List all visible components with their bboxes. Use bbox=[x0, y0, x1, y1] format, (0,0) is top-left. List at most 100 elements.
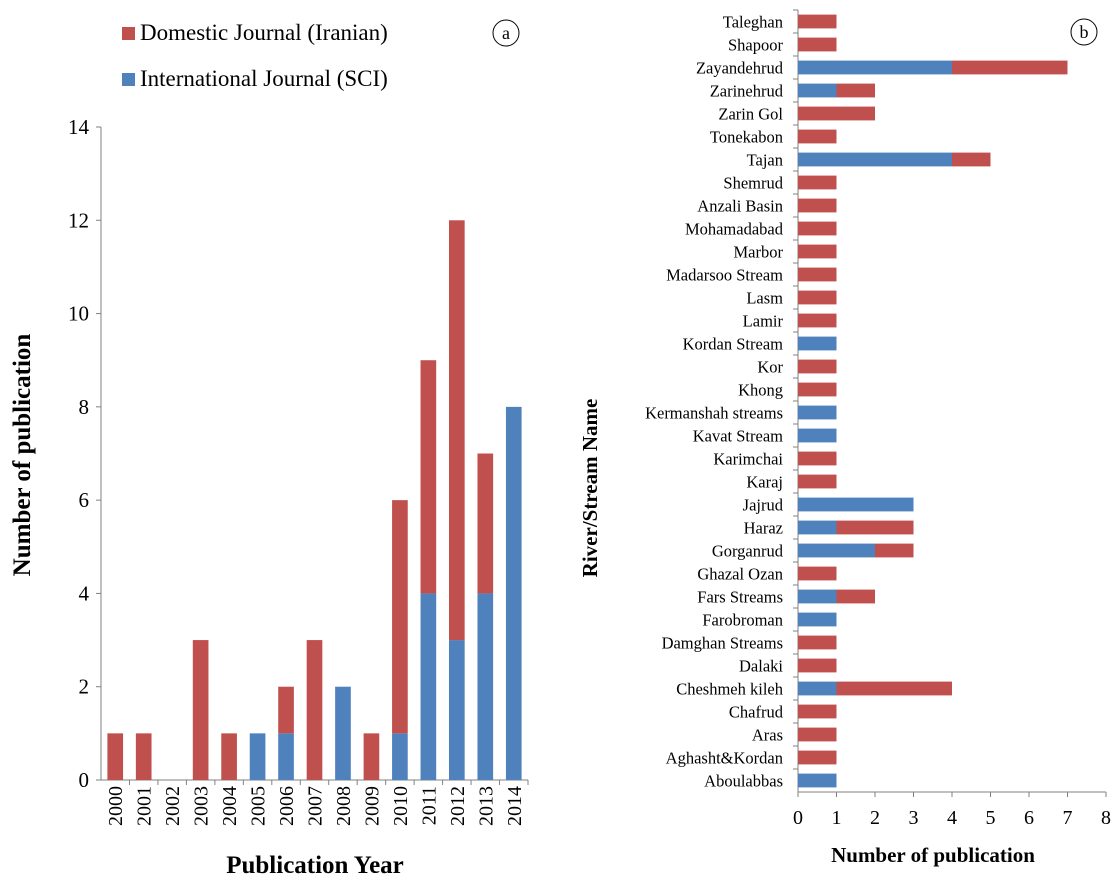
bar-tajan-international bbox=[798, 152, 952, 167]
panel-b-y-tick-label: Khong bbox=[738, 381, 783, 400]
bar-zarin-gol-domestic bbox=[798, 106, 875, 121]
bar-karaj-domestic bbox=[798, 474, 837, 489]
panel-b-y-tick-label: Kor bbox=[757, 358, 783, 377]
panel-b-y-tick-label: Gorganrud bbox=[712, 542, 784, 561]
bar-2003-domestic bbox=[192, 640, 209, 780]
bar-tonekabon-domestic bbox=[798, 129, 837, 144]
bar-2012-international bbox=[449, 640, 465, 780]
panel-b-x-tick-label: 5 bbox=[986, 807, 996, 829]
bar-2013-domestic bbox=[477, 453, 494, 594]
bar-zayandehrud-domestic bbox=[952, 60, 1068, 75]
panel-b-axes bbox=[793, 9, 1107, 797]
bar-2010-domestic bbox=[392, 500, 408, 734]
panel-a-x-tick-label: 2009 bbox=[361, 786, 383, 826]
panel-b-y-tick-label: Zarin Gol bbox=[718, 105, 783, 124]
panel-b-y-tick-label: Lasm bbox=[746, 289, 783, 308]
bar-kavat-stream-international bbox=[798, 428, 837, 443]
legend: Domestic Journal (Iranian) International … bbox=[122, 20, 388, 91]
panel-a-x-tick-label: 2013 bbox=[475, 786, 497, 826]
panel-b-y-tick-label: Madarsoo Stream bbox=[666, 266, 783, 285]
panel-b-y-tick-label: Mohamadabad bbox=[685, 220, 784, 239]
bar-2009-domestic bbox=[363, 733, 380, 780]
panel-b-y-tick-label: Dalaki bbox=[739, 657, 783, 676]
panel-b-x-axis-title: Number of publication bbox=[831, 843, 1035, 867]
bar-mohamadabad-domestic bbox=[798, 221, 837, 236]
bar-2010-international bbox=[392, 733, 408, 780]
panel-a-y-tick-label: 10 bbox=[68, 302, 89, 326]
panel-a-x-tick-label: 2012 bbox=[447, 786, 469, 826]
panel-a-ticks: 0 2 4 6 8 10 12 14 2000 2001 2002 2003 2004 2005 2006 2… bbox=[68, 115, 526, 826]
bar-jajrud-international bbox=[798, 497, 914, 512]
panel-a-chart: a 0 2 4 6 8 10 12 14 2000 2001 2002 2003 2004 2005 200… bbox=[9, 19, 529, 879]
bar-tajan-domestic bbox=[952, 152, 991, 167]
panel-b-y-tick-label: Anzali Basin bbox=[697, 197, 783, 216]
panel-a-x-tick-label: 2005 bbox=[248, 786, 270, 826]
panel-b-x-tick-label: 6 bbox=[1024, 807, 1034, 829]
panel-b-bars bbox=[798, 14, 1068, 788]
panel-a-x-tick-label: 2008 bbox=[333, 786, 355, 826]
panel-b-label-circle bbox=[1070, 18, 1098, 46]
bar-2011-domestic bbox=[420, 360, 437, 594]
panel-a-x-tick-label: 2002 bbox=[162, 786, 184, 826]
panel-b-y-tick-label: Fars Streams bbox=[697, 588, 783, 607]
bar-haraz-domestic bbox=[836, 520, 914, 535]
panel-b-label: b bbox=[1080, 22, 1089, 42]
bar-khong-domestic bbox=[798, 382, 837, 397]
panel-b-x-tick-label: 4 bbox=[947, 807, 957, 829]
bar-2014-international bbox=[505, 406, 522, 780]
panel-b-y-tick-label: Kermanshah streams bbox=[645, 404, 783, 423]
panel-b-y-tick-label: Tajan bbox=[747, 151, 783, 170]
bar-2006-domestic bbox=[278, 686, 294, 734]
panel-a-y-axis-title: Number of publication bbox=[9, 334, 36, 577]
panel-a-x-tick-label: 2006 bbox=[276, 786, 298, 826]
bar-shemrud-domestic bbox=[798, 175, 837, 190]
panel-a-x-tick-label: 2001 bbox=[134, 786, 156, 826]
panel-b-y-tick-label: Cheshmeh kileh bbox=[676, 680, 784, 699]
panel-b-y-tick-label: Farobroman bbox=[702, 611, 783, 630]
bar-cheshmeh-kileh-domestic bbox=[836, 681, 952, 696]
bar-farobroman-international bbox=[798, 612, 837, 627]
bar-shapoor-domestic bbox=[798, 37, 837, 52]
panel-b-chart: b 0 1 2 3 4 5 6 7 8 Taleghan Shapoor Zayandehrud Zar… bbox=[578, 9, 1111, 867]
panel-a-y-tick-label: 2 bbox=[79, 675, 90, 699]
panel-b-y-tick-label: Aboulabbas bbox=[704, 772, 783, 791]
bar-aras-domestic bbox=[798, 727, 837, 742]
panel-a-label: a bbox=[502, 23, 510, 43]
panel-a-x-tick-label: 2010 bbox=[390, 786, 412, 826]
bar-2006-international bbox=[278, 733, 294, 780]
panel-a-y-tick-label: 14 bbox=[68, 115, 90, 139]
panel-a-x-tick-label: 2000 bbox=[105, 786, 127, 826]
panel-a-y-tick-label: 4 bbox=[79, 581, 90, 605]
panel-a-x-tick-label: 2014 bbox=[504, 786, 526, 826]
bar-lamir-domestic bbox=[798, 313, 837, 328]
bar-aboulabbas-international bbox=[798, 773, 837, 788]
bar-2012-domestic bbox=[449, 220, 465, 641]
panel-b-y-tick-label: Damghan Streams bbox=[662, 634, 783, 653]
panel-b-y-tick-label: Lamir bbox=[743, 312, 784, 331]
panel-b-x-tick-label: 2 bbox=[870, 807, 880, 829]
bar-marbor-domestic bbox=[798, 244, 837, 259]
panel-a-x-axis-title: Publication Year bbox=[226, 852, 404, 879]
panel-b-x-tick-label: 1 bbox=[832, 807, 842, 829]
bar-aghasht-kordan-domestic bbox=[798, 750, 837, 765]
panel-b-y-tick-label: Haraz bbox=[744, 519, 783, 538]
bar-kor-domestic bbox=[798, 359, 837, 374]
panel-b-x-tick-label: 7 bbox=[1063, 807, 1073, 829]
bar-zarinehrud-international bbox=[798, 83, 837, 98]
panel-b-y-tick-label: Chafrud bbox=[729, 703, 784, 722]
panel-a-label-circle bbox=[492, 19, 520, 47]
bar-gorganrud-international bbox=[798, 543, 875, 558]
bar-fars-streams-domestic bbox=[836, 589, 875, 604]
bar-fars-streams-international bbox=[798, 589, 837, 604]
panel-a-y-tick-label: 8 bbox=[79, 395, 90, 419]
bar-kermanshah-streams-international bbox=[798, 405, 837, 420]
panel-b-x-tick-label: 8 bbox=[1101, 807, 1111, 829]
panel-a-y-tick-label: 12 bbox=[68, 208, 89, 232]
panel-b-y-tick-label: Kordan Stream bbox=[683, 335, 784, 354]
legend-label-international-journal-sci: International Journal (SCI) bbox=[140, 66, 388, 91]
panel-a-bars bbox=[107, 220, 522, 780]
panel-b-y-tick-label: Zayandehrud bbox=[696, 59, 784, 78]
panel-b-y-tick-label: Taleghan bbox=[723, 13, 783, 32]
bar-2008-international bbox=[335, 686, 351, 780]
